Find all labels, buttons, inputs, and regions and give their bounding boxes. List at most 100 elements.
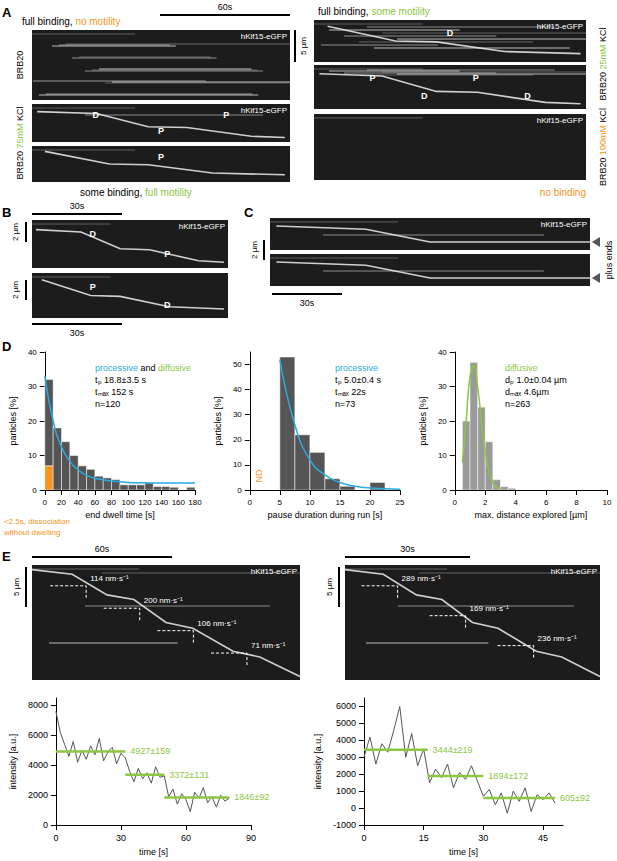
svg-text:50: 50: [233, 360, 242, 369]
svg-text:0: 0: [453, 498, 458, 507]
svg-text:180: 180: [188, 498, 202, 507]
html-text:plus ends: plus ends: [603, 240, 614, 280]
html-text:KCl: KCl: [597, 27, 608, 45]
html-text:tₚ 18.8±3.5 s: tₚ 18.8±3.5 s: [95, 374, 146, 385]
svg-text:20: 20: [438, 417, 447, 426]
svg-text:120: 120: [138, 498, 152, 507]
svg-text:4927±159: 4927±159: [130, 746, 170, 756]
html-text:30s: 30s: [69, 327, 85, 338]
svg-text:30: 30: [478, 833, 488, 843]
html-text:30s: 30s: [299, 297, 315, 308]
html-text:25mM: 25mM: [597, 44, 608, 70]
html-text:75mM: 75mM: [14, 123, 25, 149]
html-text:30s: 30s: [69, 200, 85, 211]
svg-text:10: 10: [305, 498, 314, 507]
svg-text:20: 20: [233, 435, 242, 444]
html-text:full binding, some motility: full binding, some motility: [318, 6, 430, 17]
svg-text:10: 10: [28, 451, 37, 460]
svg-text:45: 45: [538, 833, 548, 843]
svg-text:60: 60: [90, 498, 99, 507]
svg-text:25: 25: [396, 498, 405, 507]
html-text:BRB20: BRB20: [597, 155, 608, 186]
svg-text:5000: 5000: [336, 718, 356, 728]
svg-text:20: 20: [366, 498, 375, 507]
html-text:some binding, full motility: some binding, full motility: [80, 187, 192, 198]
html-text:60s: 60s: [94, 543, 110, 554]
svg-text:40: 40: [438, 348, 447, 357]
svg-text:0: 0: [43, 820, 48, 830]
svg-text:2000: 2000: [336, 769, 356, 779]
svg-text:30: 30: [438, 382, 447, 391]
svg-text:intensity [a.u.]: intensity [a.u.]: [313, 734, 323, 790]
svg-text:15: 15: [335, 498, 344, 507]
svg-text:particles [%]: particles [%]: [418, 396, 428, 445]
svg-text:10: 10: [438, 451, 447, 460]
svg-text:80: 80: [107, 498, 116, 507]
html-text:KCl: KCl: [597, 108, 608, 125]
svg-text:1846±92: 1846±92: [234, 792, 269, 802]
html-text:full binding, no motility: full binding, no motility: [22, 16, 121, 27]
svg-text:0: 0: [351, 803, 356, 813]
html-text:KCl: KCl: [14, 106, 25, 124]
svg-text:90: 90: [246, 833, 256, 843]
svg-text:time [s]: time [s]: [449, 847, 478, 857]
svg-text:10: 10: [233, 460, 242, 469]
svg-text:2: 2: [483, 498, 488, 507]
svg-text:end dwell time [s]: end dwell time [s]: [85, 510, 155, 520]
svg-text:0: 0: [32, 486, 37, 495]
svg-text:1894±172: 1894±172: [488, 771, 528, 781]
svg-text:4000: 4000: [336, 735, 356, 745]
svg-text:140: 140: [155, 498, 169, 507]
svg-text:intensity [a.u.]: intensity [a.u.]: [8, 734, 18, 790]
svg-text:40: 40: [28, 348, 37, 357]
svg-text:0: 0: [43, 498, 48, 507]
html-text:n=120: n=120: [95, 398, 121, 409]
svg-text:15: 15: [419, 833, 429, 843]
svg-text:6000: 6000: [336, 701, 356, 711]
svg-text:5: 5: [278, 498, 283, 507]
svg-text:time [s]: time [s]: [139, 847, 168, 857]
html-text:30s: 30s: [400, 543, 415, 554]
html-text:100mM: 100mM: [597, 125, 608, 155]
svg-text:30: 30: [28, 382, 37, 391]
svg-text:pause duration during run [s]: pause duration during run [s]: [268, 510, 383, 520]
svg-text:max. distance explored [µm]: max. distance explored [µm]: [475, 510, 588, 520]
svg-text:20: 20: [28, 417, 37, 426]
svg-text:0: 0: [442, 486, 447, 495]
svg-text:0: 0: [237, 486, 242, 495]
html-text:BRB20: BRB20: [14, 148, 25, 180]
html-text:BRB20: BRB20: [597, 69, 608, 101]
svg-text:10: 10: [603, 498, 612, 507]
svg-text:2000: 2000: [28, 790, 48, 800]
html-text:processive and diffusive: processive and diffusive: [95, 362, 191, 373]
svg-text:4000: 4000: [28, 760, 48, 770]
svg-text:6000: 6000: [28, 730, 48, 740]
svg-text:particles [%]: particles [%]: [8, 396, 18, 445]
svg-text:40: 40: [74, 498, 83, 507]
svg-text:particles [%]: particles [%]: [213, 396, 223, 445]
svg-text:-1000: -1000: [333, 820, 356, 830]
svg-text:20: 20: [57, 498, 66, 507]
svg-text:3372±131: 3372±131: [169, 770, 209, 780]
svg-text:30: 30: [116, 833, 126, 843]
svg-text:60: 60: [181, 833, 191, 843]
html-text:BRB20: BRB20: [14, 50, 25, 80]
svg-text:0: 0: [248, 498, 253, 507]
svg-text:605±92: 605±92: [560, 793, 590, 803]
svg-text:6: 6: [544, 498, 549, 507]
svg-text:8000: 8000: [28, 700, 48, 710]
svg-text:3000: 3000: [336, 752, 356, 762]
svg-text:0: 0: [53, 833, 58, 843]
svg-text:8: 8: [574, 498, 579, 507]
svg-text:3444±219: 3444±219: [433, 745, 473, 755]
svg-text:40: 40: [233, 385, 242, 394]
svg-text:100: 100: [122, 498, 136, 507]
svg-text:0: 0: [361, 833, 366, 843]
svg-text:4: 4: [513, 498, 518, 507]
svg-text:160: 160: [172, 498, 186, 507]
html-text:60s: 60s: [217, 1, 233, 12]
svg-text:30: 30: [233, 410, 242, 419]
html-text:tₘₐₓ 152 s: tₘₐₓ 152 s: [95, 386, 134, 397]
svg-text:1000: 1000: [336, 786, 356, 796]
html-text:no binding: no binding: [539, 187, 586, 198]
